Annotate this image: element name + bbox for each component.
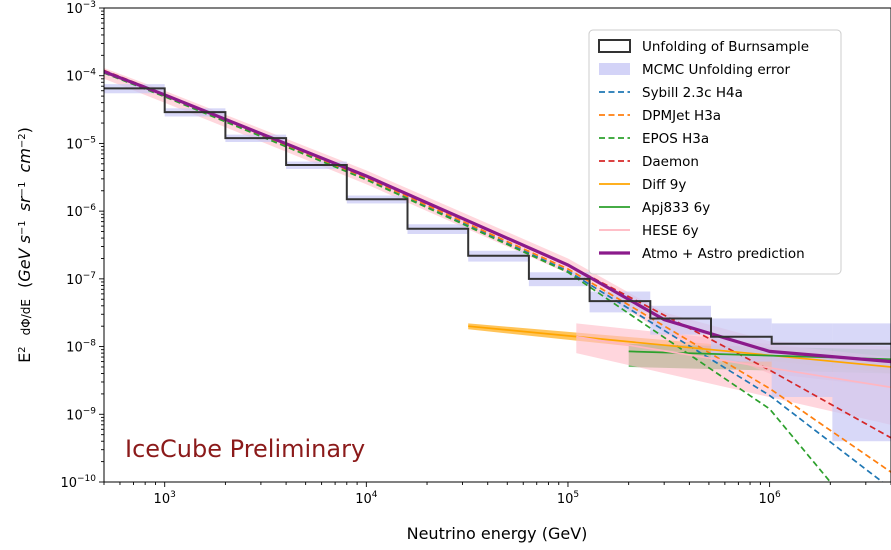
hese-6y-line (576, 335, 891, 389)
y-tick-label: 10−8 (66, 339, 96, 356)
y-tick-label: 10−5 (66, 135, 96, 152)
legend-label: EPOS H3a (642, 131, 709, 147)
legend-item-sybill-2-3c-h4a: Sybill 2.3c H4a (599, 85, 743, 101)
x-tick-label: 104 (355, 490, 378, 507)
dpmjet-h3a-line (104, 70, 891, 473)
x-axis-ticks: 103 104 105 106 (103, 482, 891, 507)
y-tick-label: 10−7 (66, 271, 96, 288)
legend-label: Daemon (642, 154, 699, 170)
legend-item-mcmc-unfolding-error: MCMC Unfolding error (599, 62, 791, 78)
legend-item-diff-9y: Diff 9y (599, 177, 686, 193)
legend-swatch (599, 63, 630, 75)
y-tick-label: 10−10 (60, 474, 96, 491)
axes-frame (103, 7, 891, 483)
y-tick-label: 10−3 (66, 0, 96, 17)
legend: Unfolding of Burnsample MCMC Unfolding er… (588, 29, 842, 275)
legend-label: MCMC Unfolding error (642, 62, 791, 78)
x-tick-label: 106 (758, 490, 781, 507)
y-tick-label: 10−4 (66, 68, 96, 85)
legend-item-epos-h3a: EPOS H3a (599, 131, 709, 147)
legend-item-apj833-6y: Apj833 6y (599, 200, 710, 216)
legend-label: Atmo + Astro prediction (642, 246, 805, 262)
legend-swatch (598, 39, 631, 53)
diff-9y-line (468, 325, 891, 368)
epos-h3a-line (104, 72, 831, 482)
y-tick-label: 10−6 (66, 203, 96, 220)
plot-area (104, 68, 891, 482)
legend-item-unfolding-of-burnsample: Unfolding of Burnsample (598, 39, 809, 55)
x-tick-label: 105 (557, 490, 579, 507)
legend-label: DPMJet H3a (642, 108, 721, 124)
y-axis-label: E2 dΦ/dE (GeV s−1 sr−1 cm−2) (15, 127, 34, 363)
atmo-astro-prediction-band (104, 68, 891, 388)
legend-item-hese-6y: HESE 6y (599, 223, 699, 239)
icecube-preliminary-annotation: IceCube Preliminary (125, 435, 365, 463)
x-tick-label: 103 (154, 490, 176, 507)
legend-label: Diff 9y (642, 177, 686, 193)
legend-item-dpmjet-h3a: DPMJet H3a (599, 108, 721, 124)
legend-item-atmo-astro-prediction: Atmo + Astro prediction (599, 246, 805, 262)
legend-label: Apj833 6y (642, 200, 710, 216)
unfolding-steps (104, 87, 891, 345)
sybill-2-3c-h4a-line (104, 72, 884, 482)
x-axis-label: Neutrino energy (GeV) (407, 524, 588, 543)
unfolding-step-line (104, 87, 891, 345)
y-tick-label: 10−9 (66, 406, 96, 423)
legend-label: HESE 6y (642, 223, 699, 239)
y-axis-ticks: 10−3 10−4 10−5 10−6 10−7 10−8 10−9 10−10 (60, 0, 104, 491)
legend-label: Unfolding of Burnsample (642, 39, 809, 55)
legend-label: Sybill 2.3c H4a (642, 85, 743, 101)
svg-text:E2 dΦ/dE (GeV s−1: E2 dΦ/dE (GeV s−1 sr−1 cm−2) (15, 127, 34, 363)
legend-item-daemon: Daemon (599, 154, 699, 170)
